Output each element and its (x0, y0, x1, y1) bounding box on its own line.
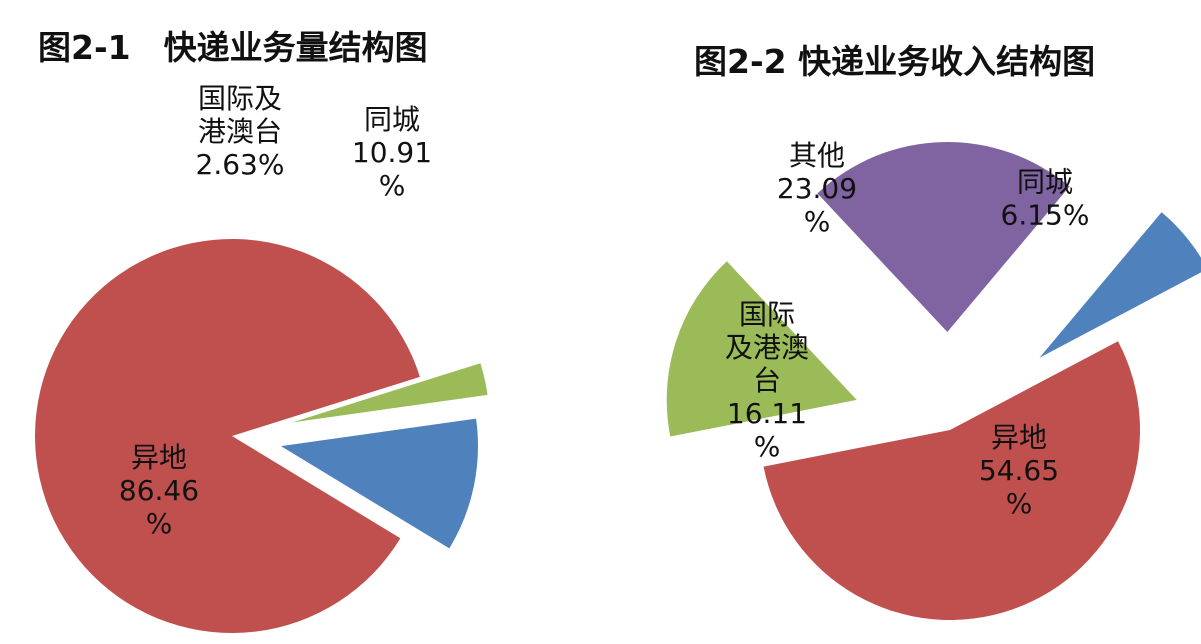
data-label-line: % (146, 507, 173, 540)
data-label-line: 港澳台 (198, 115, 282, 148)
data-label-line: 国际 (739, 298, 795, 331)
pie-slice-other (817, 142, 1070, 333)
data-label-line: 及港澳 (725, 331, 809, 364)
data-label-intercity: 异地 54.65% (979, 421, 1059, 520)
pie-slice-international (292, 363, 488, 423)
data-label-line: 2.63% (196, 148, 285, 181)
data-label-line: 异地 (131, 441, 187, 474)
data-label-line: 16.11 (727, 397, 807, 430)
pie-slice-local (1039, 212, 1201, 358)
pie-labels: 同城 10.91 %异地 86.46 %国际及港澳台 2.63% (119, 82, 432, 540)
data-label-line: 同城 (364, 103, 420, 136)
data-label-local: 同城 6.15% (1001, 166, 1090, 232)
pie-labels: 同城 6.15%异地 54.65 %国际及港澳台 16.11 %其他 23.09% (725, 139, 1089, 520)
data-label-line: 54.65 (979, 454, 1059, 487)
data-label-line: 国际及 (198, 82, 282, 115)
pie-slices (34, 239, 488, 634)
pie-slices (666, 142, 1201, 621)
chart-express-volume: 图2-1 快递业务量结构图 同城 10.91 %异地 86.46 %国际及港澳台 2.63… (34, 28, 488, 634)
data-label-line: 其他 (789, 139, 845, 172)
data-label-line: 23.09 (777, 172, 857, 205)
pie-slice-intercity (34, 239, 420, 634)
data-label-line: % (1006, 487, 1033, 520)
data-label-other: 其他 23.09% (777, 139, 857, 238)
data-label-intercity: 异地 86.46% (119, 441, 199, 540)
chart-title: 图2-1 快递业务量结构图 (38, 28, 428, 67)
pie-slice-local (280, 418, 478, 549)
data-label-international: 国际及港澳台 2.63% (196, 82, 285, 181)
data-label-line: 6.15% (1001, 199, 1090, 232)
data-label-line: 台 (753, 364, 781, 397)
data-label-line: % (804, 205, 831, 238)
data-label-line: 同城 (1017, 166, 1073, 199)
chart-title: 图2-2 快递业务收入结构图 (694, 42, 1095, 81)
data-label-international: 国际及港澳台 16.11% (725, 298, 809, 463)
data-label-line: 异地 (991, 421, 1047, 454)
pie-slice-intercity (763, 341, 1141, 621)
data-label-line: % (754, 430, 781, 463)
data-label-line: 86.46 (119, 474, 199, 507)
pie-slice-international (666, 261, 857, 437)
data-label-line: % (379, 169, 406, 202)
data-label-line: 10.91 (352, 136, 432, 169)
data-label-local: 同城 10.91% (352, 103, 432, 202)
chart-express-revenue: 图2-2 快递业务收入结构图 同城 6.15%异地 54.65 %国际及港澳台 16.1… (666, 42, 1201, 621)
